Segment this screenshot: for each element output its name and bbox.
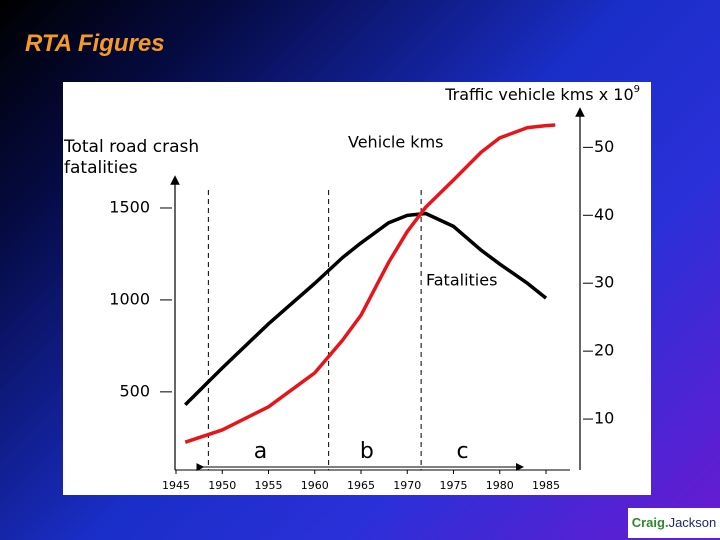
x-tick-label: 1985	[532, 479, 560, 492]
x-tick-label: 1980	[486, 479, 514, 492]
logo-part: Craig.	[631, 515, 669, 530]
x-tick-label: 1965	[347, 479, 375, 492]
y-tick-label: 1500	[109, 197, 150, 216]
chart-panel	[63, 82, 651, 495]
y-axis-label: fatalities	[64, 158, 138, 178]
y-axis-label: Total road crash	[63, 137, 199, 157]
y-tick-label: 500	[119, 381, 150, 400]
y2-axis-label-exponent: 9	[634, 84, 640, 95]
series-label: Vehicle kms	[348, 133, 444, 152]
y2-tick-label: 30	[594, 273, 614, 292]
y2-axis-label: Traffic vehicle kms x 109	[444, 84, 640, 104]
series-line	[184, 211, 548, 406]
period-label: c	[457, 439, 469, 464]
y2-tick-label: 10	[594, 409, 614, 428]
series-label: Fatalities	[426, 271, 497, 290]
x-tick-label: 1970	[393, 479, 421, 492]
y2-axis-label-text: Traffic vehicle kms x 10	[444, 85, 633, 104]
x-tick-label: 1945	[162, 479, 190, 492]
x-tick-label: 1975	[440, 479, 468, 492]
series-line	[184, 123, 556, 444]
y2-tick-label: 20	[594, 341, 614, 360]
period-label: b	[360, 439, 374, 464]
y-tick-label: 1000	[109, 289, 150, 308]
y2-tick-label: 50	[594, 137, 614, 156]
logo-part: Jackson	[668, 515, 717, 530]
x-tick-label: 1950	[208, 479, 236, 492]
slide-title: RTA Figures	[25, 30, 165, 57]
y2-tick-label: 40	[594, 205, 614, 224]
logo: Craig.Jackson	[628, 508, 720, 538]
x-tick-label: 1960	[301, 479, 329, 492]
period-label: a	[254, 439, 267, 464]
x-tick-label: 1955	[255, 479, 283, 492]
